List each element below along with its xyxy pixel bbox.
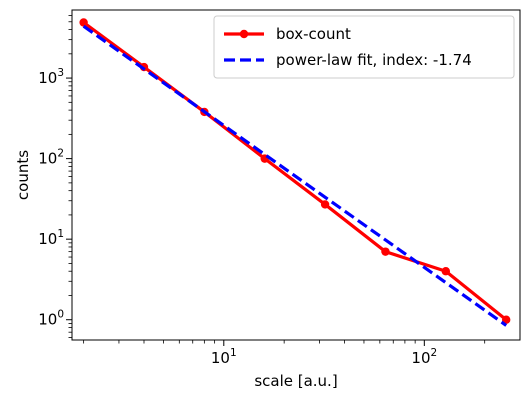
x-tick-label: 102: [411, 347, 437, 367]
legend-label: power-law fit, index: -1.74: [276, 51, 472, 69]
legend-marker: [239, 29, 249, 39]
data-point: [501, 315, 511, 324]
data-point: [320, 200, 330, 209]
series-line-power-law-fit: [82, 24, 508, 327]
y-tick-label: 103: [38, 67, 64, 87]
legend-label: box-count: [276, 25, 351, 43]
y-tick-label: 101: [38, 228, 64, 248]
data-point: [381, 247, 390, 256]
data-point: [441, 267, 451, 276]
x-axis-ticks: 101 102: [83, 340, 486, 367]
x-axis-label: scale [a.u.]: [254, 372, 337, 390]
y-axis-ticks: 100 101 102 103: [38, 14, 72, 338]
y-tick-label: 100: [38, 309, 64, 329]
y-axis-label: counts: [14, 150, 32, 200]
data-point: [79, 18, 88, 27]
x-tick-label: 101: [211, 347, 237, 367]
legend: box-count power-law fit, index: -1.74: [213, 15, 515, 79]
legend-box: [213, 15, 515, 79]
plot-area: [79, 18, 511, 327]
y-tick-label: 102: [38, 148, 64, 168]
plot-frame: [71, 9, 521, 341]
